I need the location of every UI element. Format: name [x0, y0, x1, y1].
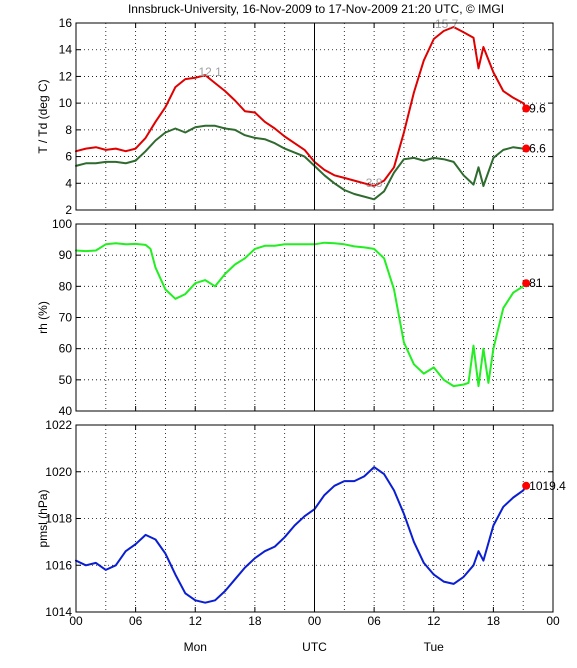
y-tick-label: 6: [65, 150, 72, 164]
end-marker-temperature: [522, 104, 531, 113]
panel-frame: [75, 424, 554, 613]
extreme-annotation: 3.8: [366, 176, 383, 190]
end-marker-pressure: [522, 481, 531, 490]
end-value-label-pressure: 1019.4: [529, 479, 566, 493]
y-tick-label: 1016: [45, 558, 72, 572]
x-tick-label: 06: [367, 614, 381, 628]
day-label: Mon: [184, 640, 207, 654]
x-tick-label: 12: [427, 614, 441, 628]
y-tick-label: 1022: [45, 418, 72, 432]
panel-1: 2 4 6 8 10 12 14 16 T / Td (deg C) 12.1 3.8 15.7 9.6…: [36, 16, 554, 217]
day-label: UTC: [302, 640, 327, 654]
y-tick-label: 50: [59, 373, 73, 387]
y-tick-label: 10: [59, 96, 73, 110]
y-tick-label: 2: [65, 203, 72, 217]
series-line-dewpoint: [75, 124, 528, 201]
series-line-pressure: [75, 466, 528, 604]
y-tick-label: 12: [59, 69, 73, 83]
panel-frame: [75, 22, 554, 211]
series-line-temperature: [75, 26, 528, 187]
y-tick-label: 80: [59, 279, 73, 293]
y-tick-label: 4: [65, 176, 72, 190]
y-axis-label: pmsl (hPa): [36, 489, 50, 547]
x-tick-label: 00: [69, 614, 83, 628]
chart-title: Innsbruck-University, 16-Nov-2009 to 17-…: [128, 2, 504, 16]
panel-2: 40 50 60 70 80 90 100 rh (%) 81: [36, 217, 554, 418]
y-tick-label: 60: [59, 342, 73, 356]
panel-frame: [75, 223, 554, 412]
panel-3: 1014 1016 1018 1020 1022 pmsl (hPa) 1019.4: [36, 418, 566, 619]
y-tick-label: 1018: [45, 512, 72, 526]
day-label: Tue: [424, 640, 445, 654]
y-tick-label: 1020: [45, 465, 72, 479]
end-marker-dewpoint: [522, 144, 531, 153]
panels: 2 4 6 8 10 12 14 16 T / Td (deg C) 12.1 3.8 15.7 9.6…: [36, 16, 566, 619]
y-axis-label: rh (%): [36, 301, 50, 334]
y-tick-label: 40: [59, 404, 73, 418]
y-tick-label: 14: [59, 43, 73, 57]
end-value-label-temperature: 9.6: [529, 101, 546, 115]
y-tick-label: 90: [59, 248, 73, 262]
y-tick-label: 100: [52, 217, 72, 231]
y-tick-label: 8: [65, 123, 72, 137]
end-value-label-dewpoint: 6.6: [529, 142, 546, 156]
x-tick-label: 00: [546, 614, 560, 628]
x-axis-labels: 00 06 12 18 00 06 12 18 00 Mon UTC Tue: [69, 614, 560, 654]
y-tick-label: 1014: [45, 605, 72, 619]
x-tick-label: 00: [308, 614, 322, 628]
y-axis-label: T / Td (deg C): [36, 79, 50, 153]
extreme-annotation: 12.1: [198, 65, 222, 79]
end-value-label-humidity: 81: [529, 276, 543, 290]
x-tick-label: 18: [248, 614, 262, 628]
y-tick-label: 70: [59, 311, 73, 325]
extreme-annotation: 15.7: [435, 17, 459, 31]
x-tick-label: 12: [189, 614, 203, 628]
end-marker-humidity: [522, 279, 531, 288]
x-tick-label: 06: [129, 614, 143, 628]
x-tick-label: 18: [487, 614, 501, 628]
y-tick-label: 16: [59, 16, 73, 30]
